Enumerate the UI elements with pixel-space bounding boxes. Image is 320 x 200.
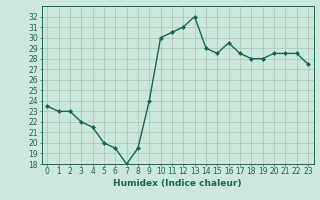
X-axis label: Humidex (Indice chaleur): Humidex (Indice chaleur) bbox=[113, 179, 242, 188]
